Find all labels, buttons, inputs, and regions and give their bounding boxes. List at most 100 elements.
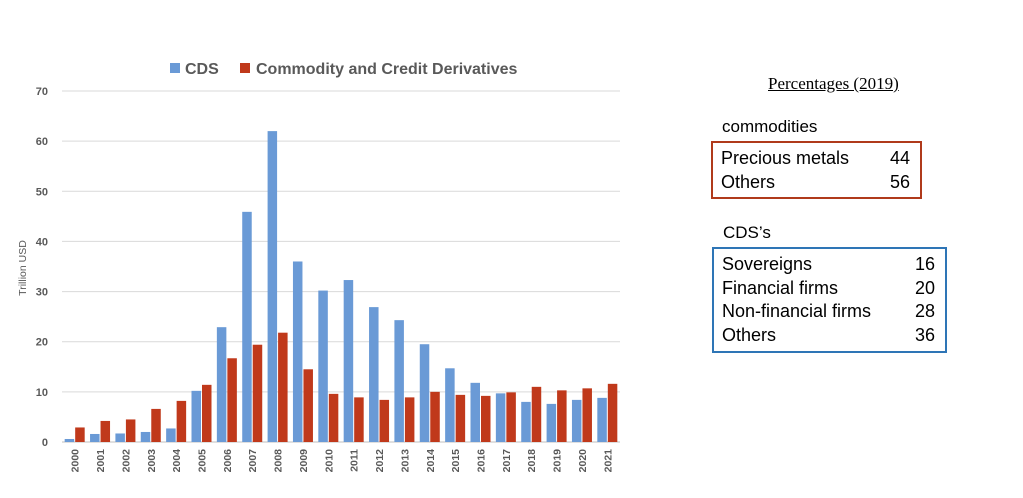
cds-bar bbox=[470, 382, 480, 442]
commodity-bar bbox=[531, 386, 542, 442]
x-tick-label: 2020 bbox=[577, 449, 589, 473]
cds-bar bbox=[419, 344, 430, 442]
y-tick-label: 60 bbox=[36, 136, 48, 148]
commodity-bar bbox=[252, 344, 263, 442]
commodity-name: Precious metals bbox=[721, 148, 850, 168]
commodity-bar bbox=[176, 400, 187, 442]
cds-bar bbox=[597, 397, 607, 442]
cds-bar bbox=[216, 327, 227, 442]
x-tick-label: 2013 bbox=[399, 449, 411, 473]
cds-bar bbox=[191, 390, 201, 442]
cds-bar bbox=[495, 393, 506, 442]
commodity-bar bbox=[481, 395, 491, 442]
commodity-bar bbox=[202, 384, 212, 442]
x-tick-label: 2019 bbox=[552, 449, 564, 473]
cds-bar bbox=[292, 261, 303, 442]
x-tick-label: 2012 bbox=[374, 449, 386, 473]
commodity-bar bbox=[303, 369, 313, 442]
commodity-bar bbox=[100, 420, 111, 442]
x-tick-label: 2002 bbox=[120, 449, 132, 473]
commodity-bar bbox=[354, 397, 364, 442]
commodity-bar bbox=[227, 358, 237, 442]
cds-name: Sovereigns bbox=[722, 254, 813, 274]
commodity-bar bbox=[404, 397, 415, 442]
legend-label-cds: CDS bbox=[185, 61, 219, 78]
cds-bar bbox=[242, 211, 252, 442]
commodity-bar bbox=[75, 427, 85, 442]
cds-name: Others bbox=[722, 324, 777, 345]
commodity-row: Others 56 bbox=[721, 171, 910, 195]
y-tick-label: 0 bbox=[42, 437, 48, 449]
cds-row: Sovereigns 16 bbox=[722, 253, 935, 277]
commodity-bar bbox=[557, 390, 567, 442]
cds-bar bbox=[445, 368, 455, 442]
x-tick-label: 2001 bbox=[95, 449, 107, 473]
x-tick-label: 2016 bbox=[476, 449, 488, 473]
cds-bar bbox=[343, 280, 354, 442]
y-tick-label: 30 bbox=[36, 287, 48, 299]
commodity-bar bbox=[151, 408, 161, 442]
commodity-bar bbox=[506, 392, 516, 442]
x-tick-label: 2017 bbox=[501, 449, 513, 473]
cds-bar bbox=[115, 433, 125, 442]
cds-bar bbox=[394, 320, 404, 442]
cds-bar bbox=[267, 131, 278, 442]
x-tick-label: 2010 bbox=[323, 449, 335, 473]
y-axis-label: Trillion USD bbox=[17, 240, 29, 296]
y-axis-ticks: 0 10 20 30 40 50 60 70 bbox=[36, 86, 48, 449]
commodity-value: 44 bbox=[889, 148, 910, 168]
x-tick-label: 2009 bbox=[298, 449, 310, 473]
x-tick-label: 2021 bbox=[602, 449, 614, 473]
cds-value: 28 bbox=[914, 301, 935, 321]
x-tick-label: 2007 bbox=[247, 449, 259, 473]
x-tick-label: 2018 bbox=[526, 449, 538, 473]
cds-row: Non-financial firms 28 bbox=[722, 300, 935, 324]
commodity-value: 56 bbox=[889, 171, 910, 192]
commodity-name: Others bbox=[721, 171, 776, 192]
commodity-bar bbox=[607, 383, 618, 442]
cds-bar bbox=[546, 403, 557, 442]
legend-swatch-commodity bbox=[240, 63, 250, 73]
percentages-title: Percentages (2019) bbox=[768, 74, 899, 93]
cds-name: Non-financial firms bbox=[722, 301, 872, 321]
cds-bar bbox=[166, 428, 176, 442]
commodity-bar bbox=[278, 332, 288, 442]
commodities-box: Precious metals 44 Others 56 bbox=[711, 141, 922, 199]
commodity-bar bbox=[328, 393, 339, 442]
x-tick-label: 2000 bbox=[70, 449, 82, 473]
x-tick-label: 2011 bbox=[349, 449, 361, 472]
cds-bar bbox=[140, 431, 151, 442]
y-tick-label: 50 bbox=[36, 186, 48, 198]
y-tick-label: 40 bbox=[36, 236, 48, 248]
commodity-bar bbox=[455, 394, 466, 442]
cds-name: Financial firms bbox=[722, 277, 839, 298]
x-tick-label: 2014 bbox=[425, 449, 437, 473]
x-tick-label: 2015 bbox=[450, 449, 462, 473]
x-axis-ticks: 2000 2001 2002 2003 2004 2005 2006 2007 2008 2009… bbox=[70, 449, 615, 473]
commodity-bar bbox=[582, 388, 592, 442]
x-tick-label: 2006 bbox=[222, 449, 234, 473]
cds-bar bbox=[369, 307, 379, 442]
commodity-bar bbox=[125, 419, 136, 442]
gridlines bbox=[62, 90, 620, 443]
cds-bar bbox=[318, 290, 328, 442]
commodity-bar bbox=[430, 391, 440, 442]
x-tick-label: 2008 bbox=[273, 449, 285, 473]
y-tick-label: 20 bbox=[36, 337, 48, 349]
legend-swatch-cds bbox=[170, 63, 180, 73]
x-tick-label: 2005 bbox=[197, 449, 209, 473]
cds-bar bbox=[521, 401, 531, 442]
cds-value: 36 bbox=[914, 324, 935, 345]
cds-bar bbox=[64, 438, 75, 442]
cds-bar bbox=[571, 399, 582, 442]
cds-bar bbox=[90, 433, 100, 442]
y-tick-label: 70 bbox=[36, 86, 48, 98]
commodities-label: commodities bbox=[722, 117, 818, 136]
cds-value: 20 bbox=[914, 277, 935, 298]
legend-label-commodity: Commodity and Credit Derivatives bbox=[256, 61, 518, 78]
cds-row: Financial firms 20 bbox=[722, 277, 935, 301]
x-tick-label: 2004 bbox=[171, 449, 183, 473]
legend: CDS Commodity and Credit Derivatives bbox=[170, 61, 518, 78]
bars bbox=[64, 131, 618, 442]
